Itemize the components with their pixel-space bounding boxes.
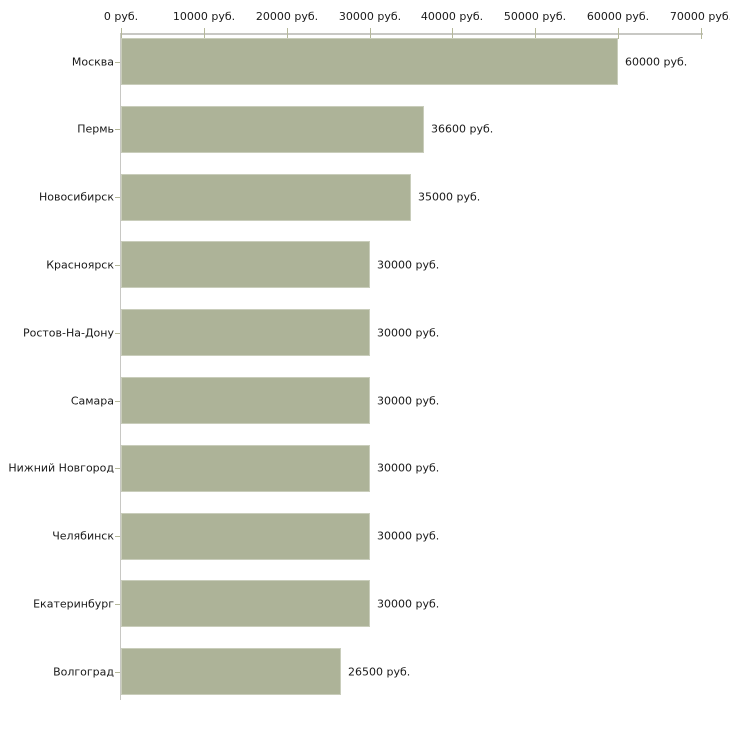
value-label: 36600 руб. (431, 122, 494, 136)
value-label: 30000 руб. (377, 326, 440, 340)
category-label: Екатеринбург (33, 597, 114, 611)
x-axis-tick-label: 30000 руб. (338, 10, 402, 23)
x-axis-tick-label: 20000 руб. (255, 10, 319, 23)
x-axis-tick (204, 28, 205, 39)
bar (121, 38, 618, 85)
x-axis-tick (618, 28, 619, 39)
value-label: 35000 руб. (418, 190, 481, 204)
value-label: 30000 руб. (377, 394, 440, 408)
bar (121, 174, 411, 221)
value-label: 30000 руб. (377, 597, 440, 611)
category-label: Ростов-На-Дону (22, 326, 114, 340)
y-axis-tick (115, 129, 120, 130)
x-axis-line (120, 33, 703, 35)
x-axis-tick-label: 70000 руб. (669, 10, 730, 23)
bar (121, 445, 370, 492)
x-axis-tick (287, 28, 288, 39)
y-axis-tick (115, 604, 120, 605)
x-axis-tick (535, 28, 536, 39)
value-label: 30000 руб. (377, 529, 440, 543)
x-axis-tick-label: 50000 руб. (503, 10, 567, 23)
y-axis-tick (115, 401, 120, 402)
y-axis-tick (115, 672, 120, 673)
y-axis-line (120, 33, 121, 700)
category-label: Самара (70, 394, 114, 408)
bar (121, 513, 370, 560)
x-axis-tick (121, 28, 122, 39)
category-label: Нижний Новгород (8, 461, 114, 475)
bar (121, 309, 370, 356)
bar (121, 106, 424, 153)
value-label: 60000 руб. (625, 55, 688, 69)
x-axis-tick (452, 28, 453, 39)
category-label: Челябинск (52, 529, 114, 543)
category-label: Новосибирск (38, 190, 114, 204)
y-axis-tick (115, 197, 120, 198)
x-axis-tick-label: 60000 руб. (586, 10, 650, 23)
bar (121, 377, 370, 424)
x-axis-tick-label: 40000 руб. (420, 10, 484, 23)
x-axis-tick (701, 28, 702, 39)
x-axis-tick-label: 0 руб. (103, 10, 139, 23)
x-axis-tick (370, 28, 371, 39)
x-axis-tick-label: 10000 руб. (172, 10, 236, 23)
category-label: Пермь (77, 122, 114, 136)
category-label: Волгоград (53, 665, 114, 679)
y-axis-tick (115, 62, 120, 63)
value-label: 30000 руб. (377, 258, 440, 272)
y-axis-tick (115, 265, 120, 266)
y-axis-tick (115, 536, 120, 537)
category-label: Москва (71, 55, 114, 69)
category-label: Красноярск (46, 258, 114, 272)
y-axis-tick (115, 468, 120, 469)
bar (121, 648, 341, 695)
value-label: 26500 руб. (348, 665, 411, 679)
bar (121, 580, 370, 627)
bar (121, 241, 370, 288)
value-label: 30000 руб. (377, 461, 440, 475)
y-axis-tick (115, 333, 120, 334)
